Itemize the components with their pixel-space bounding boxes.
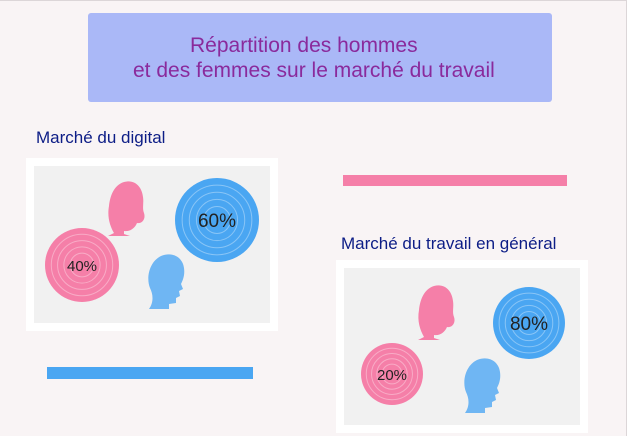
woman-head-icon [418, 285, 455, 340]
bubble-ring [63, 246, 101, 284]
bubble-ring [181, 184, 253, 256]
bubble-ring [195, 198, 239, 242]
chart-1-label-men: 60% [198, 211, 236, 232]
chart-1-bubble-women [45, 228, 119, 302]
chart-1-title: Marché du digital [36, 128, 166, 147]
chart-1-bubble-men [175, 178, 259, 262]
chart-2-label-women: 20% [377, 367, 407, 384]
woman-head-icon [108, 181, 145, 236]
bubble-ring [188, 191, 246, 249]
chart-2-bubble-men [493, 287, 565, 359]
bubble-ring [516, 310, 542, 336]
man-head-icon [148, 254, 185, 309]
chart-2-card: 20% 80% [336, 260, 588, 433]
chart-1-label-women: 40% [67, 258, 97, 275]
chart-1-card: 40% 60% [26, 158, 278, 331]
chart-2-label-men: 80% [510, 314, 548, 335]
bubble-ring [498, 292, 560, 354]
bubble-ring [376, 358, 408, 390]
chart-1-plot: 40% 60% [34, 166, 270, 323]
chart-2-bubble-women [361, 343, 423, 405]
chart-2-plot: 20% 80% [344, 268, 580, 425]
title-line-2: et des femmes sur le marché du travail [133, 58, 495, 82]
bubble-ring [57, 240, 107, 290]
blue-divider-bar [47, 367, 253, 379]
bubble-ring [365, 347, 419, 401]
bubble-ring [203, 206, 231, 234]
pink-divider-bar [343, 175, 567, 186]
bubble-ring [504, 298, 554, 348]
chart-2-svg: 20% 80% [361, 285, 565, 413]
title-banner: Répartition des hommes et des femmes sur… [88, 13, 552, 102]
bubble-ring [510, 304, 548, 342]
bubble-ring [69, 252, 95, 278]
chart-2-title: Marché du travail en général [341, 234, 557, 253]
title-line-1: Répartition des hommes [190, 33, 418, 57]
bubble-ring [50, 233, 114, 297]
bubble-ring [381, 363, 403, 385]
bubble-ring [371, 353, 413, 395]
chart-1-svg: 40% 60% [45, 178, 259, 309]
man-head-icon [464, 358, 501, 413]
